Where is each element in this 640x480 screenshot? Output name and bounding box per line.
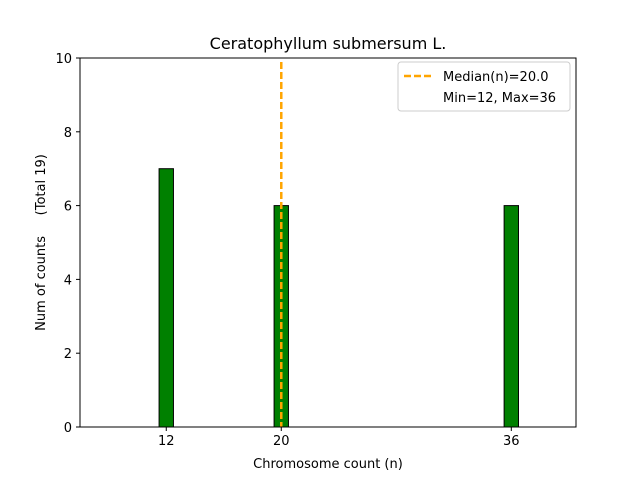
legend: Median(n)=20.0 Min=12, Max=36 <box>397 61 571 112</box>
y-tick-label-2: 2 <box>64 347 72 362</box>
x-tick-label-12: 12 <box>158 434 175 449</box>
y-tick-label-0: 0 <box>64 421 72 436</box>
y-tick-label-8: 8 <box>64 126 72 141</box>
axes-frame <box>79 57 577 428</box>
y-axis-label: Num of counts (Total 19) <box>34 154 49 331</box>
y-tick-label-4: 4 <box>64 273 72 288</box>
bars-layer <box>158 168 548 428</box>
x-tick-label-20: 20 <box>273 434 290 449</box>
x-ticks: 12 20 36 <box>158 427 520 449</box>
bar-12 <box>158 168 174 428</box>
y-tick-label-6: 6 <box>64 200 72 215</box>
x-axis-label: Chromosome count (n) <box>253 457 403 472</box>
x-tick-label-36: 36 <box>503 434 520 449</box>
bar-36 <box>503 205 519 428</box>
chart-title: Ceratophyllum submersum L. <box>210 34 447 53</box>
legend-entry-minmax: Min=12, Max=36 <box>443 91 556 106</box>
legend-entry-median: Median(n)=20.0 <box>443 70 549 85</box>
y-ticks: 0 2 4 6 8 10 <box>55 52 80 436</box>
legend-box <box>397 61 571 112</box>
y-tick-label-10: 10 <box>55 52 72 67</box>
